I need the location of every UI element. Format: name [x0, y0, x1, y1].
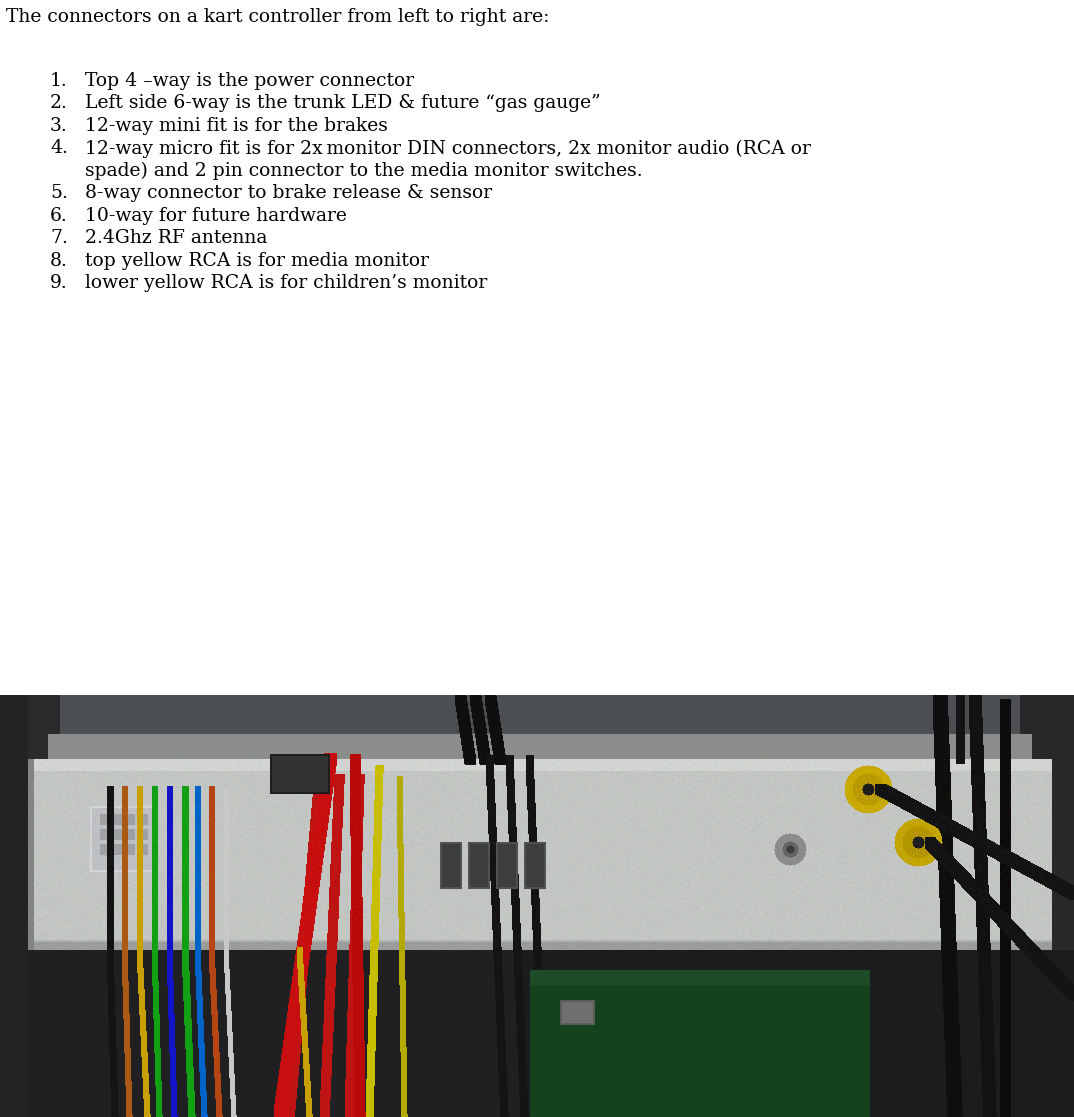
Text: 2.: 2.: [50, 95, 68, 113]
Text: 8-way connector to brake release & sensor: 8-way connector to brake release & senso…: [85, 184, 492, 202]
Text: The connectors on a kart controller from left to right are:: The connectors on a kart controller from…: [6, 8, 550, 26]
Text: Left side 6-way is the trunk LED & future “gas gauge”: Left side 6-way is the trunk LED & futur…: [85, 95, 600, 113]
Text: spade) and 2 pin connector to the media monitor switches.: spade) and 2 pin connector to the media …: [85, 162, 642, 180]
Text: top yellow RCA is for media monitor: top yellow RCA is for media monitor: [85, 252, 429, 270]
Text: Top 4 –way is the power connector: Top 4 –way is the power connector: [85, 71, 415, 90]
Text: 9.: 9.: [50, 275, 68, 293]
Text: lower yellow RCA is for children’s monitor: lower yellow RCA is for children’s monit…: [85, 275, 488, 293]
Text: 3.: 3.: [50, 117, 68, 135]
Text: 2.4Ghz RF antenna: 2.4Ghz RF antenna: [85, 229, 267, 248]
Text: 7.: 7.: [50, 229, 68, 248]
Text: 1.: 1.: [50, 71, 68, 90]
Text: 5.: 5.: [50, 184, 68, 202]
Text: 8.: 8.: [50, 252, 68, 270]
Text: 12-way mini fit is for the brakes: 12-way mini fit is for the brakes: [85, 117, 388, 135]
Text: 4.: 4.: [50, 140, 68, 157]
Text: 12-way micro fit is for 2x monitor DIN connectors, 2x monitor audio (RCA or: 12-way micro fit is for 2x monitor DIN c…: [85, 140, 811, 157]
Text: 6.: 6.: [50, 207, 68, 225]
Text: 10-way for future hardware: 10-way for future hardware: [85, 207, 347, 225]
